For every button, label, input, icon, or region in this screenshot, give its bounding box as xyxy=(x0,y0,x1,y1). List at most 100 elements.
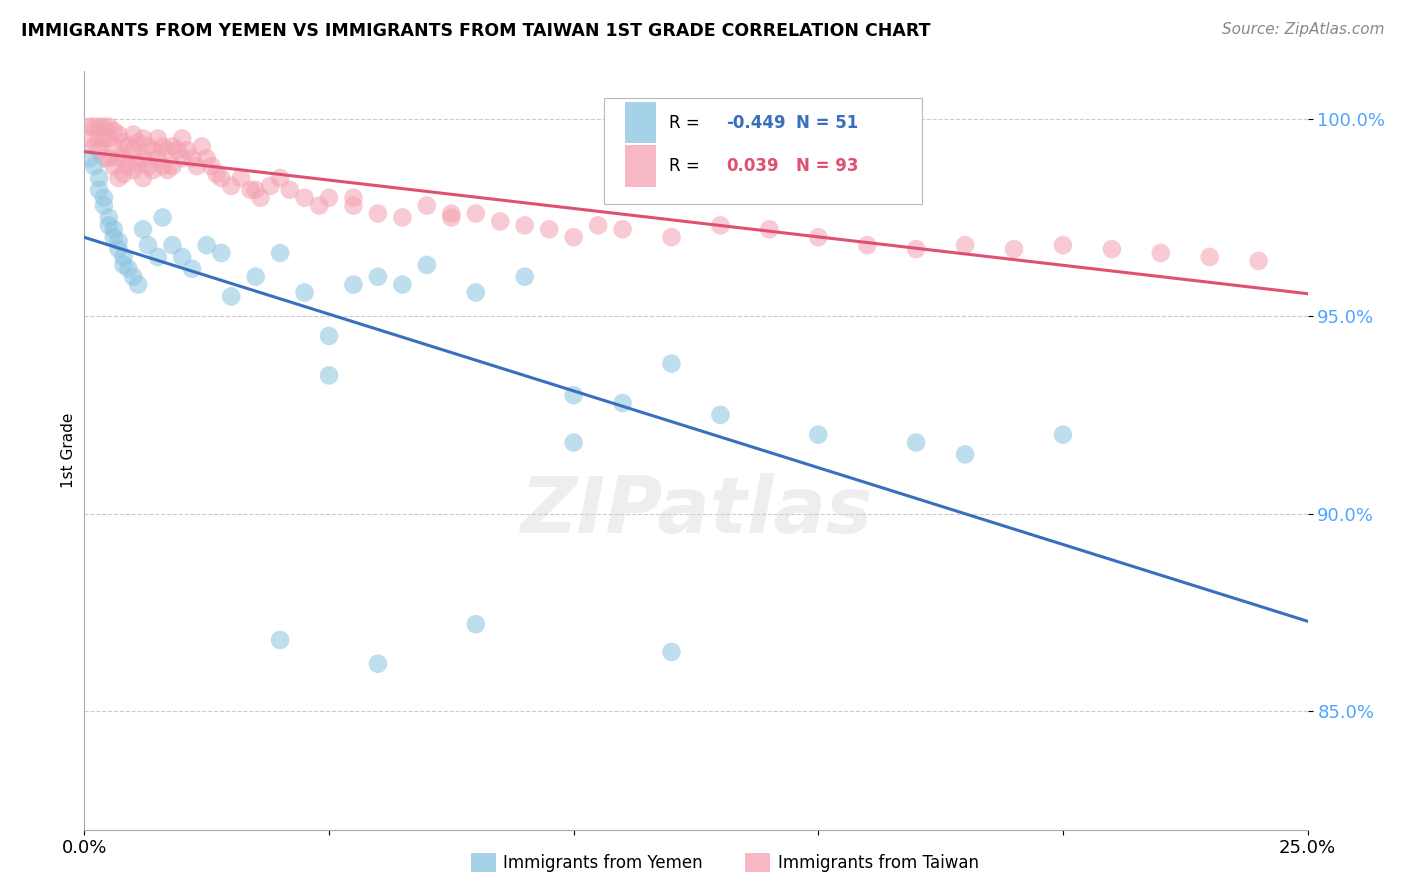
Point xyxy=(205,167,228,181)
Point xyxy=(342,199,364,213)
Point xyxy=(146,151,169,165)
Point xyxy=(87,171,110,186)
Point xyxy=(758,222,780,236)
Point xyxy=(87,131,110,145)
Point xyxy=(103,123,125,137)
Point xyxy=(538,222,561,236)
Text: 0.039: 0.039 xyxy=(727,157,779,175)
Point xyxy=(464,617,486,632)
Point xyxy=(464,206,486,220)
Point xyxy=(513,269,536,284)
Text: -0.449: -0.449 xyxy=(727,114,786,132)
Point xyxy=(142,144,165,158)
Text: Immigrants from Yemen: Immigrants from Yemen xyxy=(503,854,703,871)
Point xyxy=(152,139,174,153)
Point xyxy=(132,131,155,145)
Point xyxy=(661,645,683,659)
Point xyxy=(219,289,242,303)
Point xyxy=(562,435,585,450)
Point xyxy=(200,159,222,173)
Point xyxy=(136,139,159,153)
Text: Immigrants from Taiwan: Immigrants from Taiwan xyxy=(778,854,979,871)
Point xyxy=(87,183,110,197)
Point xyxy=(367,269,389,284)
Point xyxy=(953,238,976,252)
Point xyxy=(318,368,340,383)
Bar xyxy=(471,853,496,872)
Point xyxy=(709,219,731,233)
Point xyxy=(122,144,145,158)
Point xyxy=(146,250,169,264)
Point xyxy=(127,136,149,150)
Y-axis label: 1st Grade: 1st Grade xyxy=(60,413,76,488)
Point xyxy=(245,269,267,284)
Point xyxy=(87,144,110,158)
Point xyxy=(112,167,135,181)
Point xyxy=(308,199,330,213)
Point xyxy=(87,120,110,134)
Text: Source: ZipAtlas.com: Source: ZipAtlas.com xyxy=(1222,22,1385,37)
Text: N = 51: N = 51 xyxy=(796,114,859,132)
Point xyxy=(191,139,214,153)
Point xyxy=(156,163,179,178)
Point xyxy=(489,214,512,228)
Point xyxy=(132,151,155,165)
Point xyxy=(612,222,634,236)
Point xyxy=(905,242,928,256)
Point xyxy=(1052,427,1074,442)
Point xyxy=(294,191,316,205)
Point xyxy=(97,211,120,225)
Point xyxy=(93,131,115,145)
Point xyxy=(176,144,198,158)
Point xyxy=(132,171,155,186)
Point xyxy=(152,159,174,173)
Point xyxy=(612,396,634,410)
Point xyxy=(209,246,232,260)
Point xyxy=(367,206,389,220)
Point xyxy=(661,230,683,244)
Point xyxy=(440,206,463,220)
Point xyxy=(172,151,194,165)
Point xyxy=(162,238,184,252)
Point xyxy=(107,171,129,186)
Point xyxy=(107,234,129,248)
Point xyxy=(905,435,928,450)
Point xyxy=(112,151,135,165)
Point xyxy=(181,261,204,276)
Point xyxy=(122,269,145,284)
Point xyxy=(83,120,105,134)
Point xyxy=(93,151,115,165)
Point xyxy=(269,246,291,260)
Point xyxy=(278,183,301,197)
Point xyxy=(464,285,486,300)
Point xyxy=(586,219,609,233)
Point xyxy=(152,211,174,225)
Point xyxy=(156,144,179,158)
Point xyxy=(172,131,194,145)
Point xyxy=(195,151,218,165)
Point xyxy=(142,163,165,178)
Point xyxy=(953,447,976,461)
Point xyxy=(162,159,184,173)
Point xyxy=(181,151,204,165)
Point xyxy=(172,250,194,264)
Point xyxy=(391,277,413,292)
Point xyxy=(162,139,184,153)
Point xyxy=(318,191,340,205)
Point xyxy=(1052,238,1074,252)
Point xyxy=(83,139,105,153)
Point xyxy=(127,277,149,292)
Point xyxy=(146,131,169,145)
Point xyxy=(709,408,731,422)
Point xyxy=(1247,253,1270,268)
Point xyxy=(562,230,585,244)
Point xyxy=(342,191,364,205)
Point xyxy=(112,136,135,150)
Point xyxy=(93,199,115,213)
Point xyxy=(83,159,105,173)
Text: IMMIGRANTS FROM YEMEN VS IMMIGRANTS FROM TAIWAN 1ST GRADE CORRELATION CHART: IMMIGRANTS FROM YEMEN VS IMMIGRANTS FROM… xyxy=(21,22,931,40)
Point xyxy=(112,250,135,264)
Point xyxy=(318,329,340,343)
Text: R =: R = xyxy=(669,157,704,175)
Point xyxy=(107,151,129,165)
